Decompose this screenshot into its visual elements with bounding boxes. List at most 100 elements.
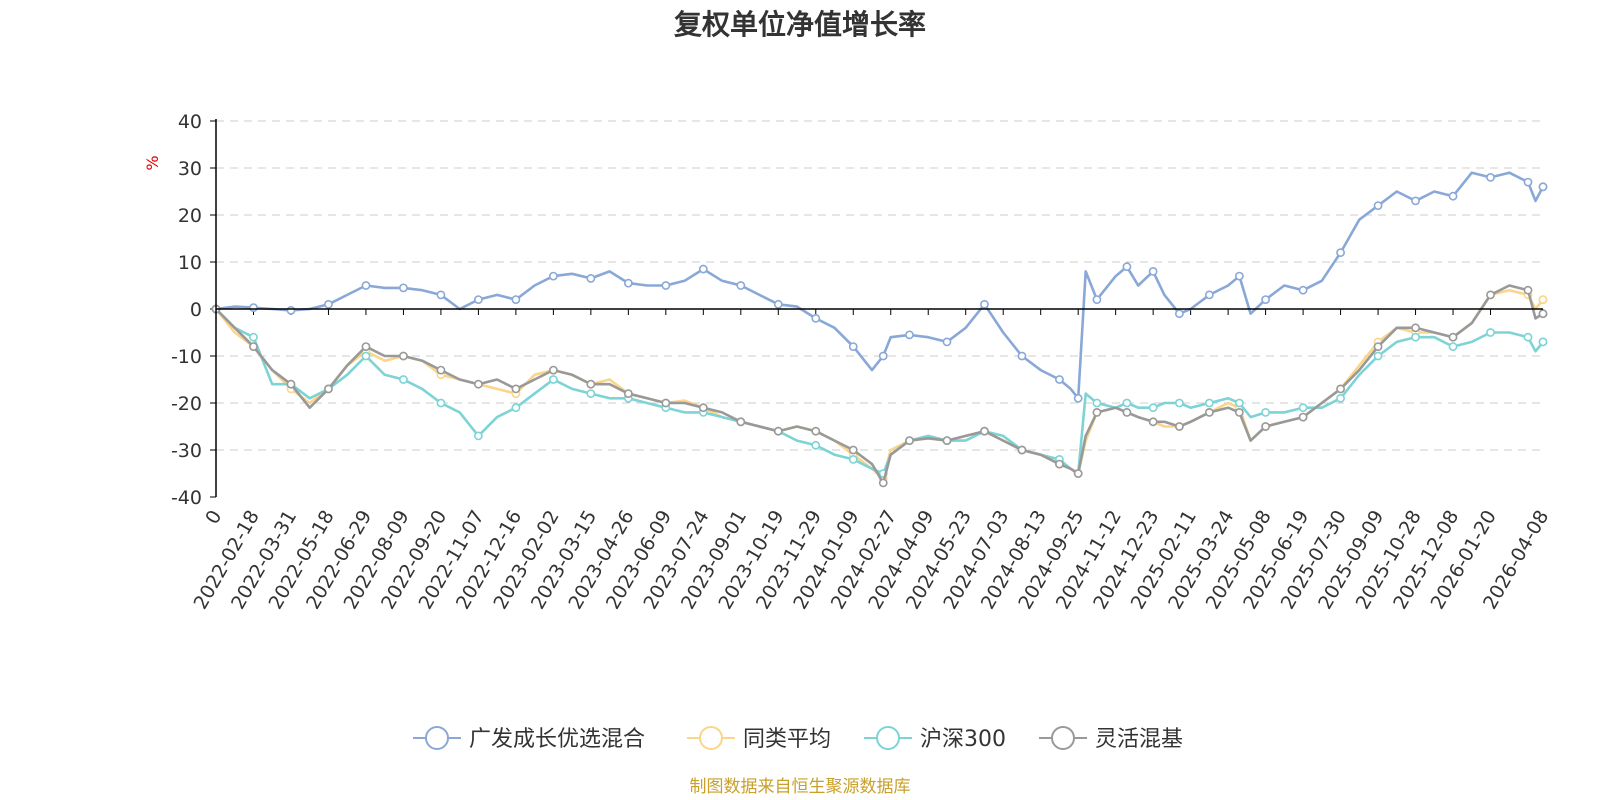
data-point [1017, 445, 1027, 455]
data-point [324, 384, 333, 394]
legend-item-2[interactable]: 沪深300 [864, 726, 1006, 752]
data-source-note: 制图数据来自恒生聚源数据库 [690, 777, 911, 797]
data-point [1538, 295, 1548, 304]
series-3 [211, 284, 1548, 488]
data-point [980, 299, 989, 309]
series-line [215, 171, 1545, 400]
data-point [1298, 412, 1308, 422]
data-point [1122, 398, 1132, 408]
y-tick-label: -30 [171, 440, 202, 462]
data-point [1523, 285, 1533, 295]
data-point [848, 342, 858, 351]
data-point [1336, 248, 1345, 257]
data-point [661, 281, 671, 290]
legend[interactable]: 广发成长优选混合 同类平均 沪深300 灵活混基 [413, 726, 1183, 752]
legend-item-1[interactable]: 同类平均 [687, 726, 831, 752]
legend-item-0[interactable]: 广发成长优选混合 [413, 726, 645, 752]
data-point [361, 351, 371, 361]
data-point [980, 426, 989, 436]
data-point [361, 342, 371, 351]
data-point [1448, 191, 1458, 201]
data-point [1411, 196, 1420, 206]
data-point [773, 426, 783, 436]
data-point [661, 398, 671, 408]
y-tick-label: -40 [171, 487, 202, 509]
legend-label: 灵活混基 [1095, 727, 1183, 752]
data-point [1148, 403, 1158, 413]
data-point [1122, 407, 1132, 417]
data-point [474, 431, 483, 441]
series-0 [211, 171, 1548, 403]
data-point [1336, 393, 1345, 403]
y-tick-label: 30 [178, 158, 202, 180]
data-point [1486, 290, 1495, 300]
data-point [736, 281, 746, 290]
data-point [399, 375, 408, 384]
data-point [436, 290, 446, 300]
series-line [215, 284, 1544, 485]
data-point [1073, 393, 1083, 403]
series-1 [211, 288, 1548, 483]
data-point [586, 389, 596, 398]
data-point [1148, 266, 1158, 276]
legend-label: 广发成长优选混合 [469, 727, 645, 752]
series-2 [211, 304, 1548, 478]
data-point [1234, 398, 1244, 408]
data-point [511, 403, 521, 413]
data-point [474, 379, 483, 389]
data-point [1055, 375, 1064, 384]
legend-marker-icon [425, 726, 449, 750]
data-point [905, 330, 914, 340]
data-point [249, 332, 258, 342]
data-point [1448, 342, 1458, 351]
data-point [249, 303, 258, 312]
data-point [1092, 398, 1102, 408]
x-tick-label: 0 [201, 507, 226, 528]
data-point [1411, 332, 1420, 342]
data-point [399, 283, 408, 293]
legend-marker-icon [699, 726, 723, 750]
data-point [399, 351, 408, 361]
data-point [586, 274, 596, 283]
data-point [1055, 459, 1064, 469]
data-point [1122, 262, 1132, 272]
data-point [848, 445, 858, 455]
data-point [1411, 323, 1420, 333]
y-tick-label: 0 [190, 299, 202, 321]
x-axis-ticks: 02022-02-182022-03-312022-05-182022-06-2… [190, 309, 1553, 613]
data-point [1538, 309, 1548, 319]
legend-item-3[interactable]: 灵活混基 [1039, 726, 1183, 752]
data-point [548, 271, 558, 281]
data-point [286, 306, 296, 315]
legend-label: 同类平均 [743, 727, 831, 752]
data-point [548, 365, 558, 375]
data-point [1204, 398, 1214, 408]
data-point [1073, 469, 1083, 478]
data-point [586, 379, 596, 389]
data-point [1523, 332, 1533, 342]
data-point [1373, 201, 1383, 210]
data-point [1148, 417, 1158, 427]
data-point [474, 295, 483, 304]
data-point [1336, 384, 1345, 394]
y-axis-unit: % [143, 155, 162, 170]
data-point [1448, 332, 1458, 342]
data-point [1092, 407, 1102, 417]
data-point [623, 278, 633, 288]
legend-marker-icon [876, 726, 900, 750]
y-tick-label: 20 [178, 205, 202, 227]
data-point [1486, 328, 1495, 337]
y-tick-label: -20 [171, 393, 202, 415]
series-line [215, 308, 1545, 475]
data-point [1234, 271, 1244, 281]
data-point [324, 299, 333, 309]
data-point [942, 436, 952, 445]
data-point [511, 295, 521, 304]
data-point [878, 351, 888, 361]
data-point [249, 342, 258, 351]
data-point [905, 436, 914, 445]
data-point [1373, 351, 1383, 361]
data-point [811, 426, 821, 436]
data-point [436, 398, 446, 408]
legend-label: 沪深300 [920, 727, 1006, 752]
